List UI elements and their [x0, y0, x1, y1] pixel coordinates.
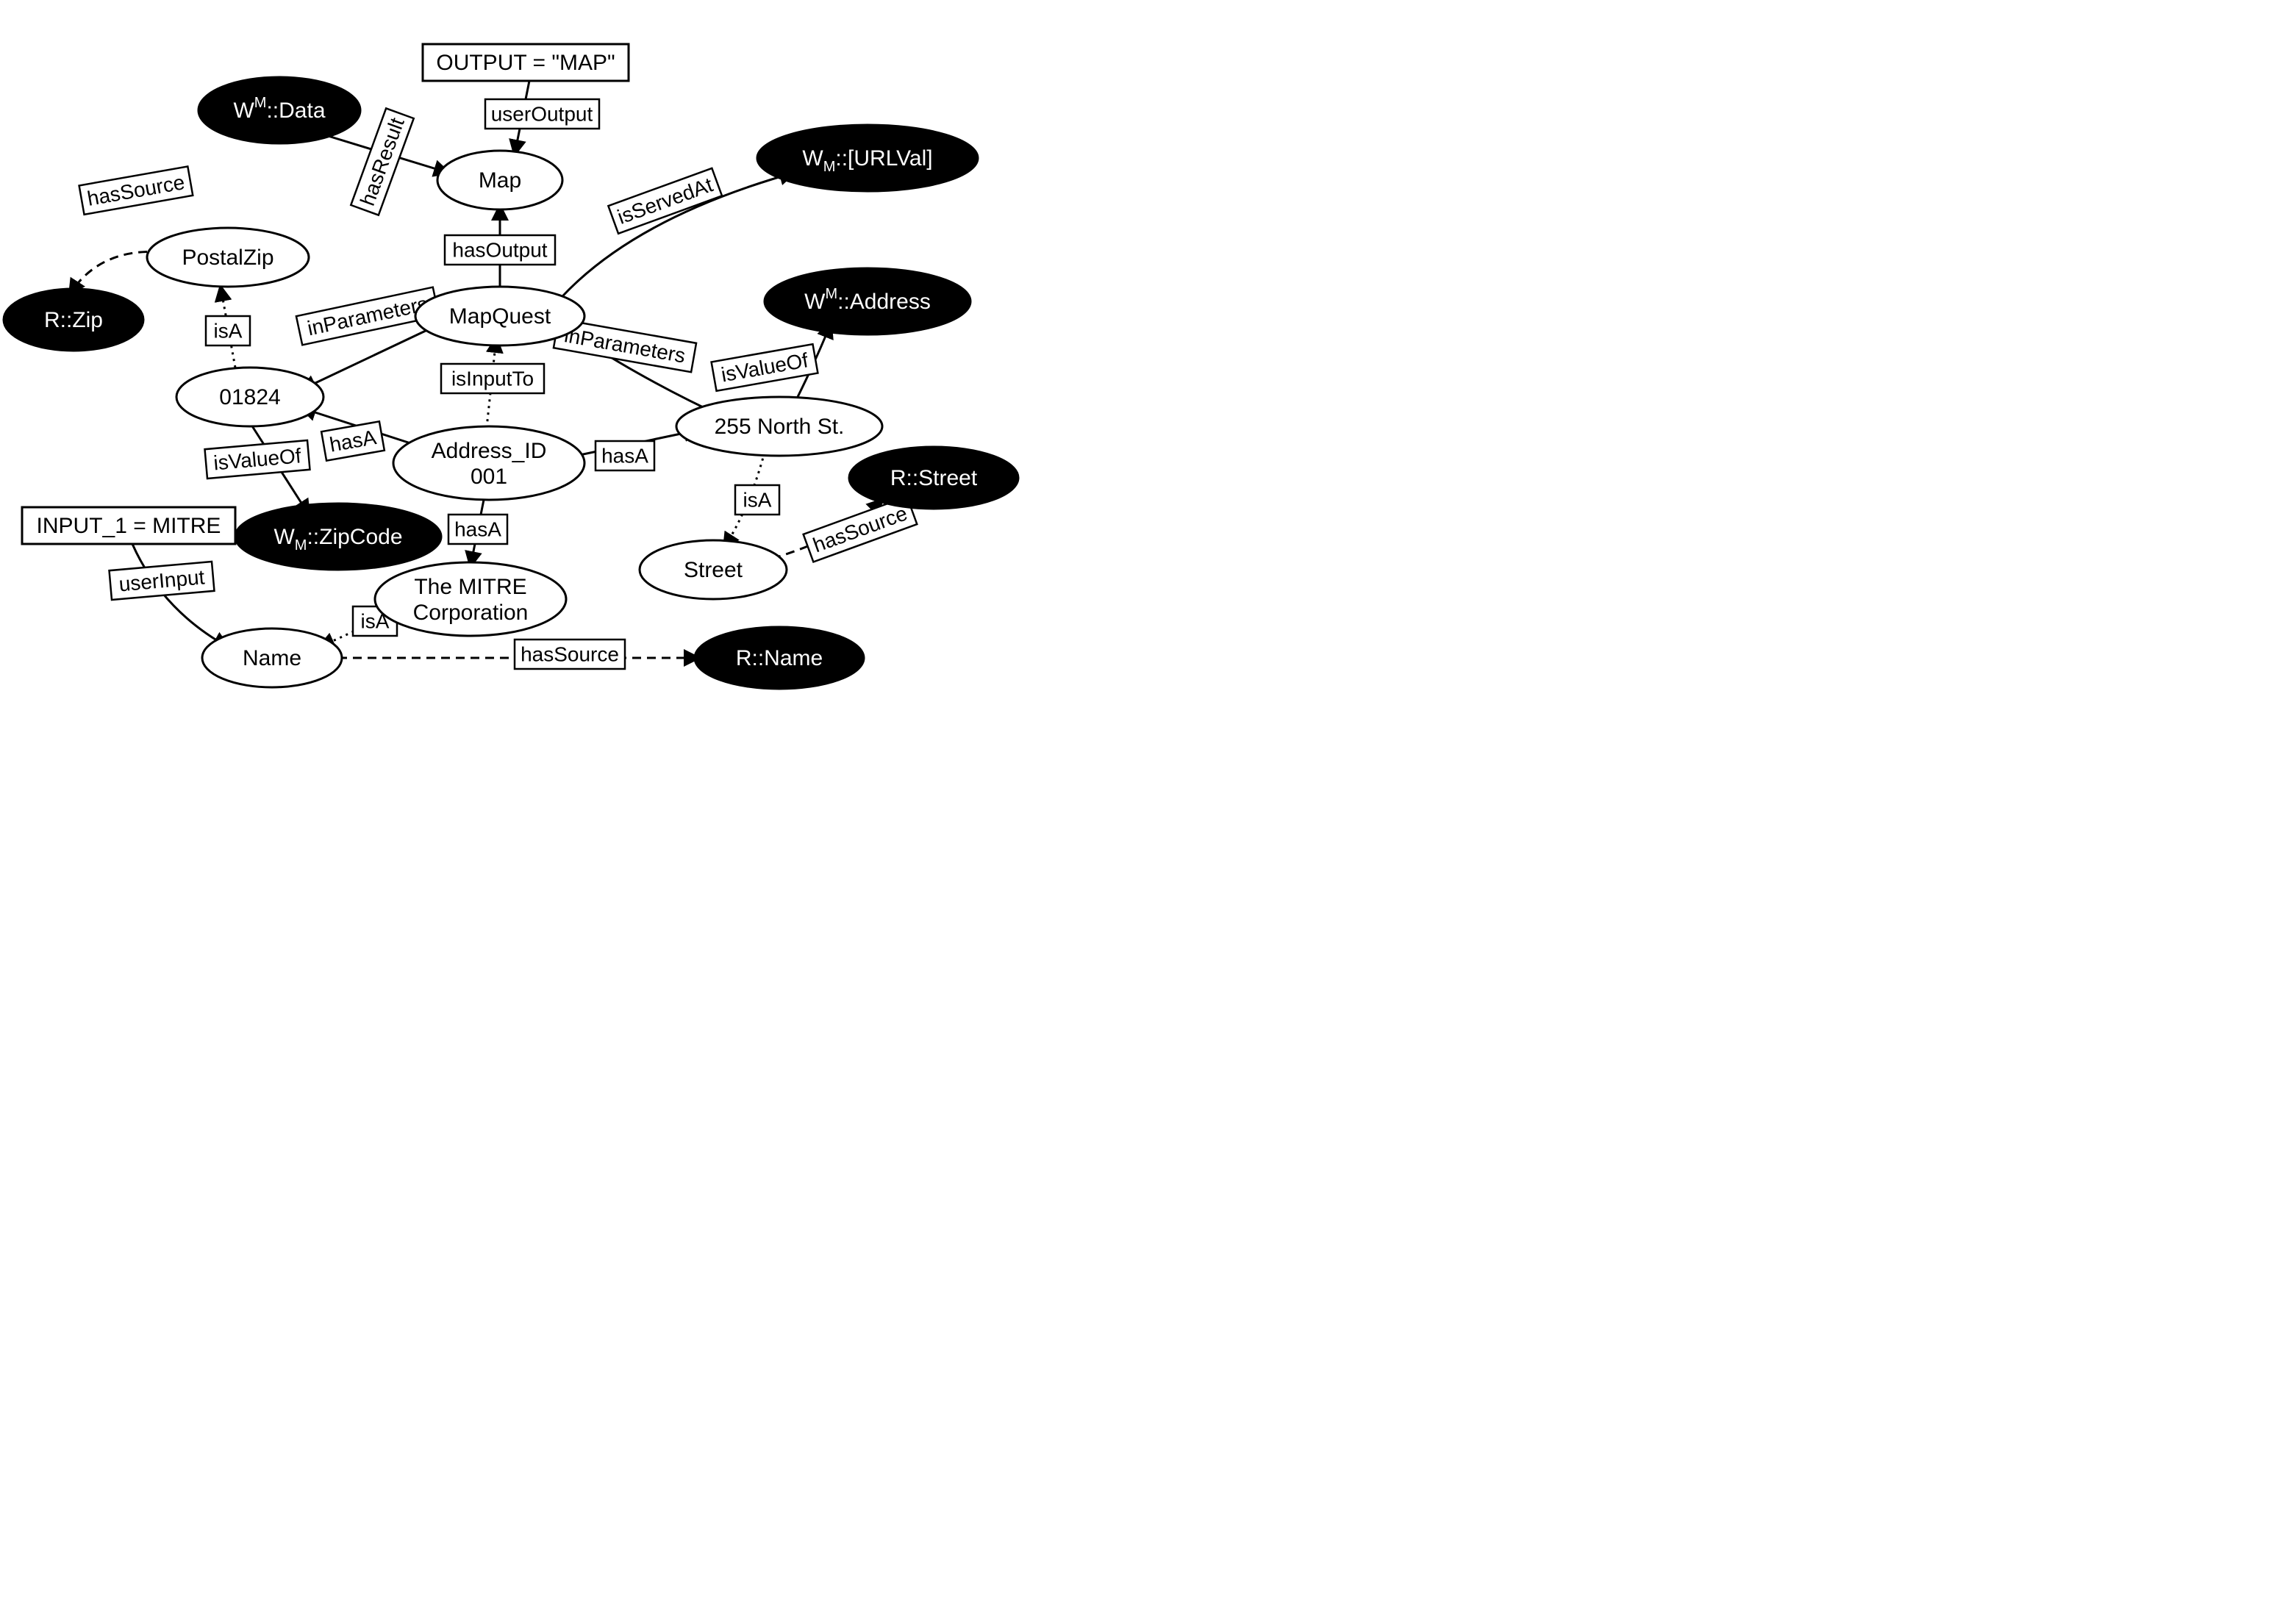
svg-text:R::Zip: R::Zip [44, 308, 103, 332]
svg-text:255 North St.: 255 North St. [715, 415, 845, 439]
svg-text:001: 001 [471, 465, 507, 489]
node-r-zip: R::Zip [4, 289, 143, 351]
node-r-name: R::Name [695, 627, 864, 689]
svg-text:Corporation: Corporation [413, 601, 529, 625]
svg-text:01824: 01824 [219, 385, 280, 409]
svg-text:WM::Data: WM::Data [233, 95, 325, 123]
svg-text:hasResult: hasResult [356, 115, 409, 209]
svg-text:hasOutput: hasOutput [452, 238, 547, 261]
node-wm-urlval: WM::[URLVal] [757, 125, 978, 191]
svg-text:R::Name: R::Name [736, 646, 823, 670]
edge-label-isa-1: isA [206, 316, 250, 345]
node-wm-zipcode: WM::ZipCode [235, 504, 441, 570]
svg-text:MapQuest: MapQuest [449, 304, 551, 329]
svg-text:OUTPUT = "MAP": OUTPUT = "MAP" [436, 51, 615, 75]
edge-label-isvalueof-2: isValueOf [712, 344, 818, 391]
svg-text:inParameters: inParameters [305, 292, 429, 340]
svg-text:The MITRE: The MITRE [414, 575, 526, 599]
svg-text:userOutput: userOutput [491, 102, 593, 125]
edge-label-useroutput: userOutput [485, 99, 599, 129]
svg-text:hasA: hasA [454, 517, 501, 540]
node-input-mitre: INPUT_1 = MITRE [22, 507, 235, 544]
svg-text:hasA: hasA [601, 444, 648, 467]
svg-text:INPUT_1 = MITRE: INPUT_1 = MITRE [37, 514, 221, 538]
svg-text:Address_ID: Address_ID [432, 439, 547, 463]
edge-label-isa-2: isA [735, 485, 779, 515]
svg-text:hasSource: hasSource [521, 642, 619, 665]
svg-text:isInputTo: isInputTo [451, 367, 534, 390]
node-postalzip: PostalZip [147, 228, 309, 287]
node-r-street: R::Street [849, 447, 1018, 509]
node-wm-data: WM::Data [199, 77, 360, 143]
edge-label-hassource-3: hasSource [515, 640, 625, 669]
svg-text:isA: isA [743, 488, 772, 511]
node-255-north-st: 255 North St. [676, 397, 882, 456]
svg-text:Street: Street [684, 558, 743, 582]
edge-label-userinput: userInput [110, 562, 215, 600]
node-address-id: Address_ID 001 [393, 426, 584, 500]
node-mapquest: MapQuest [415, 287, 584, 345]
edge-label-hassource-1: hasSource [79, 166, 193, 214]
semantic-graph-diagram: userOutput hasResult isServedAt hasSourc… [0, 0, 1117, 779]
node-01824: 01824 [176, 368, 323, 426]
svg-text:Map: Map [479, 168, 521, 193]
node-map: Map [437, 151, 562, 209]
svg-text:isA: isA [214, 319, 243, 342]
node-wm-address: WM::Address [765, 268, 970, 334]
node-name: Name [202, 628, 342, 687]
edge-label-hasa-2: hasA [596, 441, 654, 470]
edge-label-isinputto: isInputTo [441, 364, 544, 393]
edge-label-hasa-3: hasA [448, 515, 507, 544]
svg-text:R::Street: R::Street [890, 466, 978, 490]
node-street: Street [640, 540, 787, 599]
node-mitre-corp: The MITRE Corporation [375, 562, 566, 636]
edge-label-hasa-1: hasA [321, 421, 385, 460]
edge-label-hasresult: hasResult [351, 108, 413, 215]
node-output-map: OUTPUT = "MAP" [423, 44, 629, 81]
svg-text:Name: Name [243, 646, 301, 670]
edge-label-isservedat: isServedAt [608, 168, 722, 234]
edge-label-isvalueof-1: isValueOf [205, 440, 310, 479]
svg-text:WM::Address: WM::Address [804, 286, 931, 314]
edge-label-hasoutput: hasOutput [445, 235, 555, 265]
svg-text:PostalZip: PostalZip [182, 246, 273, 270]
